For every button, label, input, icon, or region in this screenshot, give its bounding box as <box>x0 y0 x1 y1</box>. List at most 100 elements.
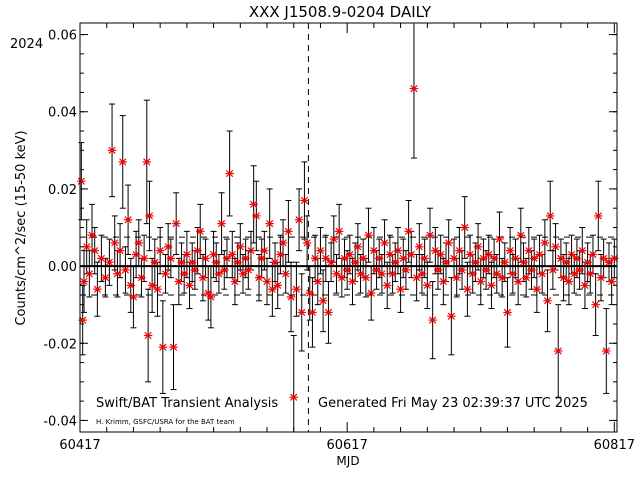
data-point <box>393 247 403 255</box>
data-point <box>497 274 507 282</box>
data-point <box>508 270 518 278</box>
data-point <box>476 277 485 286</box>
data-point <box>407 250 416 259</box>
data-point <box>244 266 253 274</box>
data-point <box>602 347 611 355</box>
data-point <box>455 247 464 255</box>
data-point <box>230 277 240 286</box>
data-point <box>535 250 544 259</box>
data-point <box>310 254 320 262</box>
data-point <box>415 243 424 251</box>
data-point <box>441 258 451 266</box>
data-point <box>433 266 443 274</box>
x-tick-label: 60617 <box>326 438 367 453</box>
data-point <box>575 266 584 274</box>
data-point <box>332 270 341 278</box>
y-tick-label: -0.02 <box>43 337 77 352</box>
data-point <box>143 331 153 340</box>
data-point <box>289 393 298 401</box>
data-point <box>273 281 282 290</box>
data-point <box>233 258 242 266</box>
data-point <box>131 250 141 259</box>
data-point <box>284 227 293 235</box>
data-point <box>489 254 499 262</box>
data-point <box>278 239 288 247</box>
data-point <box>449 254 459 262</box>
data-point <box>182 250 192 259</box>
data-point <box>206 293 216 301</box>
data-point <box>222 254 232 262</box>
data-point <box>431 247 440 255</box>
data-point <box>220 266 229 274</box>
y-tick-label: 0.06 <box>48 29 77 44</box>
data-point <box>153 285 162 293</box>
y-tick-label: 0.04 <box>48 106 77 121</box>
data-point <box>377 270 387 278</box>
data-point <box>161 270 170 278</box>
data-point <box>495 235 504 243</box>
data-point <box>225 169 234 178</box>
data-point <box>500 258 509 266</box>
data-point <box>126 281 135 290</box>
data-point <box>262 277 272 286</box>
data-point <box>265 220 274 228</box>
data-point <box>479 254 488 262</box>
data-point <box>505 247 515 255</box>
data-point <box>594 212 603 220</box>
data-point <box>308 308 317 317</box>
data-point <box>516 231 526 239</box>
data-point <box>329 235 339 243</box>
data-point <box>527 266 536 274</box>
data-point <box>85 270 94 278</box>
data-point <box>404 227 413 235</box>
data-point <box>196 227 205 235</box>
analysis-annotation: Swift/BAT Transient Analysis <box>96 396 278 411</box>
data-point <box>254 274 264 282</box>
data-point <box>444 239 453 247</box>
data-point <box>228 250 237 259</box>
data-point <box>171 220 181 228</box>
data-point <box>423 281 432 290</box>
data-point <box>353 243 363 251</box>
data-point <box>137 274 146 282</box>
data-point <box>204 289 213 297</box>
data-point <box>484 250 493 259</box>
data-point <box>214 270 224 278</box>
data-point <box>452 274 461 282</box>
data-point <box>465 250 475 259</box>
data-point <box>286 293 296 301</box>
data-point <box>532 285 542 293</box>
data-point <box>388 270 397 278</box>
x-axis-label: MJD <box>336 454 359 468</box>
data-point <box>305 289 314 297</box>
data-point <box>591 301 600 309</box>
data-point <box>142 158 151 166</box>
data-point <box>513 277 523 286</box>
data-point <box>87 231 97 239</box>
data-point <box>361 274 371 282</box>
data-point <box>93 285 102 293</box>
data-point <box>564 277 574 286</box>
data-point <box>166 254 176 262</box>
data-point <box>583 258 592 266</box>
data-point <box>562 258 571 266</box>
data-point <box>179 270 189 278</box>
data-point <box>367 289 376 297</box>
data-point <box>217 220 226 228</box>
error-bar <box>410 23 417 159</box>
data-point <box>385 250 395 259</box>
data-point <box>139 254 149 262</box>
data-point <box>134 239 143 247</box>
data-point <box>567 250 576 259</box>
data-point <box>524 247 534 255</box>
data-point <box>428 316 437 324</box>
data-point <box>348 277 357 286</box>
x-tick-label: 60817 <box>594 438 635 453</box>
data-point <box>519 258 528 266</box>
data-point <box>425 231 435 239</box>
data-point <box>123 216 133 224</box>
data-point <box>572 254 582 262</box>
credit-annotation: H. Krimm, GSFC/USRA for the BAT team <box>96 418 235 426</box>
data-point <box>463 285 472 293</box>
data-point <box>350 258 360 266</box>
